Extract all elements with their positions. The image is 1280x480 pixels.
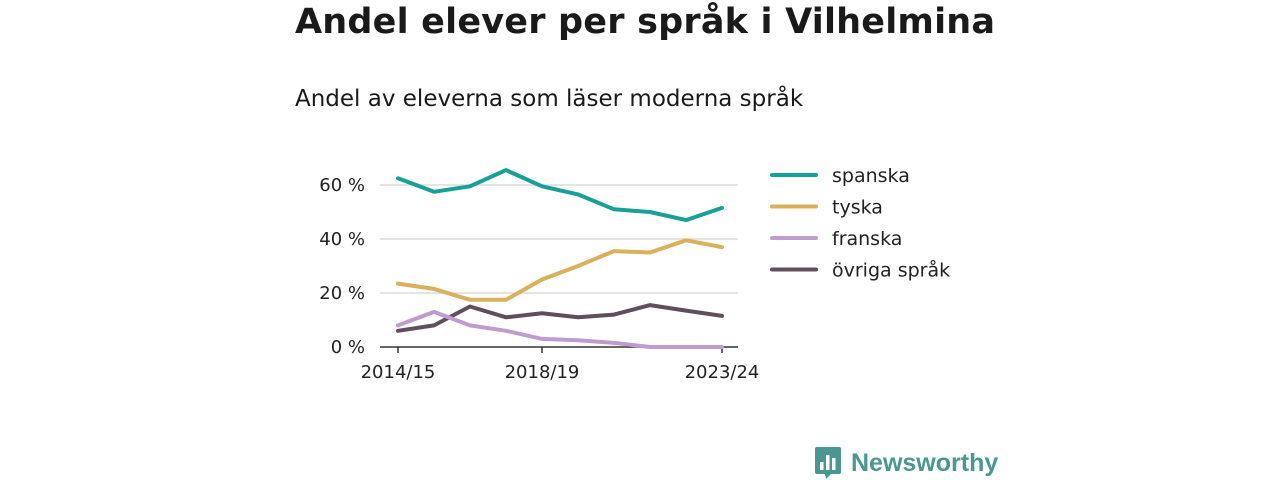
legend-label: franska bbox=[832, 228, 902, 250]
legend-label: övriga språk bbox=[832, 259, 950, 282]
legend: spanska tyska franska övriga språk bbox=[770, 165, 950, 282]
y-tick-label: 60 % bbox=[319, 175, 365, 196]
series-lines bbox=[396, 168, 724, 349]
x-tick-label: 2014/15 bbox=[361, 362, 436, 383]
x-tick-label: 2023/24 bbox=[685, 362, 760, 383]
bar-chart-speech-bubble-icon bbox=[815, 447, 841, 479]
series-line-övriga-språk bbox=[396, 303, 724, 333]
series-line-franska bbox=[396, 309, 724, 349]
series-line-spanska bbox=[396, 168, 724, 223]
y-tick-label: 40 % bbox=[319, 229, 365, 250]
x-axis-tick-labels: 2014/15 2018/19 2023/24 bbox=[361, 362, 760, 383]
gridlines bbox=[380, 184, 738, 294]
y-tick-label: 0 % bbox=[331, 337, 365, 358]
y-axis-tick-labels: 0 % 20 % 40 % 60 % bbox=[319, 175, 365, 358]
brand-name: Newsworthy bbox=[851, 448, 999, 477]
x-tick-label: 2018/19 bbox=[505, 362, 580, 383]
chart-subtitle: Andel av eleverna som läser moderna språ… bbox=[295, 86, 804, 112]
series-line-tyska bbox=[396, 238, 724, 302]
newsworthy-logo: Newsworthy bbox=[814, 446, 998, 480]
y-tick-label: 20 % bbox=[319, 283, 365, 304]
chart-title: Andel elever per språk i Vilhelmina bbox=[295, 2, 996, 42]
legend-label: spanska bbox=[832, 165, 910, 187]
legend-label: tyska bbox=[832, 197, 883, 219]
line-chart: 0 % 20 % 40 % 60 % 2014/15 2018/19 2023/24 sp… bbox=[319, 165, 950, 383]
